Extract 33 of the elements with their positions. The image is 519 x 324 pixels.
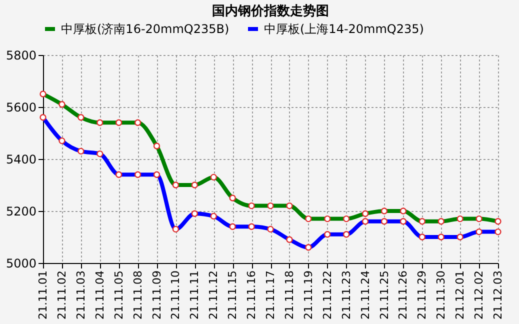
x-tick-label: 21.11.26 (396, 270, 410, 320)
x-tick-label: 21.11.01 (36, 270, 50, 320)
x-tick-label: 21.11.16 (245, 270, 258, 320)
y-tick-label: 5400 (6, 152, 36, 166)
y-tick-label: 5800 (6, 48, 36, 62)
legend-label: 中厚板(济南16-20mmQ235B) (61, 22, 230, 36)
x-tick-label: 21.12.02 (472, 270, 486, 320)
x-tick-label: 21.11.15 (226, 270, 240, 320)
x-tick-label: 21.11.18 (282, 270, 296, 320)
legend-label: 中厚板(上海14-20mmQ235) (264, 22, 424, 36)
x-tick-label: 21.12.01 (454, 270, 467, 320)
x-tick-label: 21.11.25 (378, 270, 391, 320)
x-tick-label: 21.11.02 (55, 270, 68, 320)
x-tick-label: 21.11.30 (434, 270, 448, 320)
x-tick-label: 21.11.22 (320, 270, 334, 320)
y-tick-label: 5200 (6, 204, 36, 218)
x-tick-label: 21.11.10 (169, 270, 182, 320)
x-tick-label: 21.11.04 (93, 270, 106, 320)
x-tick-label: 21.12.03 (492, 270, 504, 320)
x-tick-label: 21.11.24 (358, 270, 372, 320)
x-tick-label: 21.11.11 (188, 270, 202, 320)
x-tick-label: 21.11.19 (302, 270, 315, 320)
x-tick-label: 21.11.03 (74, 270, 88, 320)
x-tick-label: 21.11.29 (416, 270, 429, 320)
x-tick-label: 21.11.05 (112, 270, 126, 320)
y-tick-label: 5600 (6, 100, 36, 114)
x-tick-label: 21.11.08 (131, 270, 144, 320)
x-tick-label: 21.11.17 (264, 270, 277, 320)
x-tick-label: 21.11.12 (207, 270, 220, 320)
chart-title: 国内钢价指数走势图 (212, 3, 329, 19)
x-tick-label: 21.11.09 (150, 270, 164, 320)
y-tick-label: 5000 (6, 256, 36, 270)
x-tick-label: 21.11.23 (340, 270, 353, 320)
